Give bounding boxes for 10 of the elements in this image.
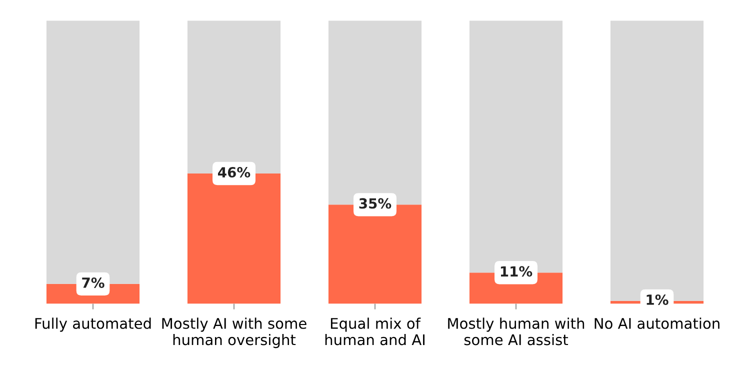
data-label: 11% <box>500 266 532 277</box>
data-label: 46% <box>218 167 250 178</box>
data-label: 7% <box>82 277 104 288</box>
data-label: 1% <box>646 294 668 305</box>
x-tick-label: Mostly human with some AI assist <box>448 318 584 346</box>
x-tick-label: Fully automated <box>35 318 151 332</box>
x-tick-label: No AI automation <box>594 318 720 329</box>
x-tick-label: Equal mix of human and AI <box>325 318 424 346</box>
x-tick-label: Mostly AI with some human oversight <box>162 318 306 348</box>
data-label: 35% <box>359 198 392 209</box>
